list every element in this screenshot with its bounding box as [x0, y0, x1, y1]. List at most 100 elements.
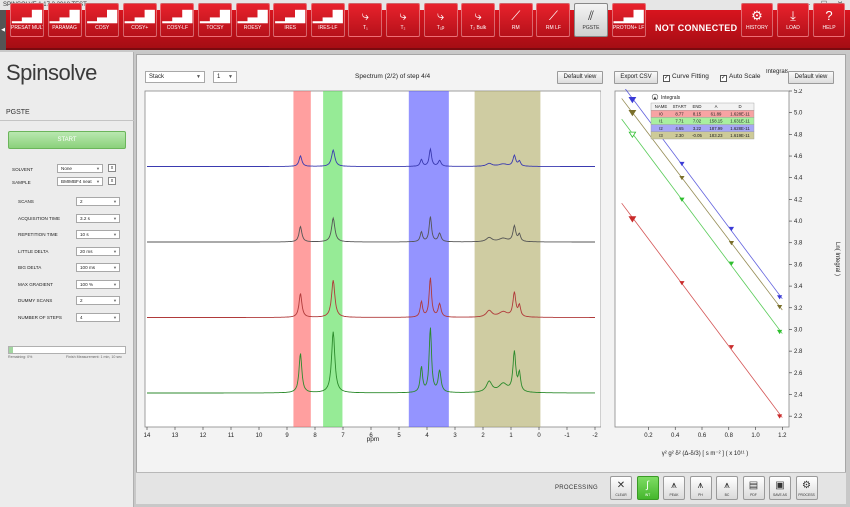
protocol-button-roesy[interactable]: ▁▃▇ ROESY: [235, 3, 270, 37]
param-select-acquisition-time[interactable]: 3.2 s ▼: [76, 213, 120, 223]
int-button[interactable]: ∫ INT: [636, 476, 659, 500]
default-view-button[interactable]: Default view: [557, 71, 603, 84]
solvent-value: None: [61, 166, 72, 171]
param-value: 4: [80, 314, 83, 320]
progress-remaining: Remaining: 0%: [8, 355, 33, 359]
view-mode-value: Stack: [149, 74, 165, 80]
protocol-button-pgste[interactable]: ⫽ PGSTE: [574, 3, 608, 37]
protocol-button-t[interactable]: ⤷ T₁ρ: [423, 3, 458, 37]
window-title: SPINSOLVE 1.17.3.2018 TEST: [3, 2, 87, 8]
protocol-button-proton-lf[interactable]: ▁▃▇ PROTON+ LF: [611, 3, 646, 37]
toolbar-button-label: HISTORY: [745, 25, 769, 31]
save-as-button[interactable]: ▣ SAVE AS: [769, 476, 791, 500]
protocol-button-cosy[interactable]: ▁▃▇ COSY: [85, 3, 120, 37]
fit-y-tick-label: 3.0: [794, 327, 803, 333]
solvent-clear-button[interactable]: x: [108, 164, 116, 172]
clear-button[interactable]: ✕ CLEAR: [610, 476, 632, 500]
collapse-icon[interactable]: [651, 93, 659, 101]
integrals-row[interactable]: [650, 131, 755, 140]
integral-region-green[interactable]: [323, 91, 343, 427]
protocol-button-label: ROESY: [243, 25, 262, 31]
integrals-header-end: END: [692, 104, 701, 109]
fit-default-view-button[interactable]: Default view: [788, 71, 834, 84]
integral-region-olive[interactable]: [474, 91, 541, 427]
protocol-button-label: RM: [511, 25, 520, 31]
phase-icon: ⩚: [697, 480, 704, 491]
export-csv-button[interactable]: Export CSV: [614, 71, 658, 84]
integral-region-red[interactable]: [293, 91, 311, 427]
peak-button[interactable]: ⩚ PEAK: [663, 476, 685, 500]
protocol-button-paramag[interactable]: ▁▃▇ PARAMAG: [47, 3, 82, 37]
param-select-scans[interactable]: 2 ▼: [76, 197, 120, 206]
fit-line-i1: [621, 118, 783, 334]
auto-scale-checkbox[interactable]: ✓ Auto Scale: [720, 73, 760, 82]
protocol-button-ires[interactable]: ▁▃▇ IRES: [273, 3, 308, 37]
param-label-acquisition-time: ACQUISITION TIME: [18, 215, 61, 221]
diffusion-fit-plot[interactable]: 2.2 2.4 2.6 2.8 3.0 3.2 3.4 3.6 3.8 4.0 4.2 4.4 4.6 4…: [609, 89, 845, 469]
protocol-button-t-bulk[interactable]: ⤷ T₂ Bulk: [461, 3, 496, 37]
load-button[interactable]: ⤓ LOAD: [777, 3, 809, 37]
param-select-number-of-steps[interactable]: 4 ▼: [76, 312, 120, 322]
protocol-button-cosy-lf[interactable]: ▁▃▇ COSY-LF: [160, 3, 195, 37]
solvent-select[interactable]: None ▼: [57, 164, 103, 173]
ppm-tick-label: -2: [592, 433, 598, 439]
protocol-button-ires-lf[interactable]: ▁▃▇ IRES-LF: [310, 3, 345, 37]
param-select-dummy-scans[interactable]: 2 ▼: [76, 296, 120, 305]
process-button[interactable]: ⚙ PROCESS: [795, 476, 818, 500]
method-name: PGSTE: [6, 109, 30, 116]
protocol-button-presat-multi[interactable]: ▁▃▇ PRESAT MULTI: [10, 3, 44, 37]
protocol-button-t[interactable]: ⤷ T₁: [348, 3, 383, 37]
ppm-tick-label: 14: [144, 433, 151, 439]
ph-button[interactable]: ⩚ PH: [689, 476, 712, 500]
integrals-cell-d: 1.631E-11: [730, 119, 750, 124]
integrals-table: ▲ Integrals NAME START END A D I0 8.77 8.15 61.89 1…: [650, 93, 755, 140]
integrals-cell-a: 61.89: [711, 111, 722, 116]
chevron-down-icon: ▼: [113, 281, 117, 287]
bc-button[interactable]: ⩚ BC: [716, 476, 738, 500]
curve-fitting-checkbox[interactable]: ✓ Curve Fitting: [663, 73, 709, 82]
view-mode-select[interactable]: Stack ▼: [145, 71, 205, 83]
collapse-tab[interactable]: ◀: [0, 10, 6, 50]
param-value: 100 ms: [80, 265, 96, 270]
fit-x-tick-label: 0.6: [698, 433, 707, 439]
fit-y-tick-label: 4.6: [794, 154, 803, 160]
help-button[interactable]: ? HELP: [813, 3, 845, 37]
peak-pick-icon: ⩚: [671, 480, 677, 491]
toolbar-button-label: HELP: [822, 25, 836, 31]
protocol-button-cosy[interactable]: ▁▃▇ COSY+: [122, 3, 157, 37]
integrals-cell-name: I0: [659, 111, 663, 116]
protocol-button-rm-lf[interactable]: ⟋ RM LF: [536, 3, 571, 37]
ppm-tick-label: 1: [509, 433, 513, 439]
step-select[interactable]: 1 ▼: [213, 71, 237, 83]
processing-button-label: PEAK: [669, 493, 679, 497]
solvent-label: SOLVENT: [12, 167, 34, 172]
ppm-tick-label: 5: [397, 433, 401, 439]
sample-clear-button[interactable]: x: [108, 177, 116, 185]
integrals-header-start: START: [673, 104, 687, 109]
protocol-button-tocsy[interactable]: ▁▃▇ TOCSY: [198, 3, 232, 37]
param-select-big-delta[interactable]: 100 ms ▼: [76, 263, 120, 272]
param-select-max-gradient[interactable]: 100 % ▼: [76, 279, 120, 289]
param-value: 2: [80, 298, 83, 303]
fit-point-i3: [728, 241, 735, 246]
spectrum-icon: ▁▃▇: [49, 8, 80, 23]
pdf-button[interactable]: ▤ PDF: [742, 476, 765, 500]
spectrum-title: Spectrum (2/2) of step 4/4: [355, 73, 431, 80]
protocol-button-label: PGSTE: [582, 25, 600, 31]
integrals-cell-name: I1: [659, 119, 663, 124]
param-select-repetition-time[interactable]: 10 s ▼: [76, 230, 120, 239]
protocol-button-rm[interactable]: ⟋ RM: [498, 3, 533, 37]
fit-x-axis-label: γ² g² δ² (Δ-δ/3) [ s m⁻² ] ( x 10¹¹ ): [662, 451, 749, 457]
integrals-cell-start: 8.77: [675, 111, 684, 116]
left-panel: Spinsolve PGSTE START SOLVENT None ▼ x SA…: [0, 52, 134, 507]
protocol-button-t[interactable]: ⤷ T₂: [386, 3, 420, 37]
param-select-little-delta[interactable]: 20 ms ▼: [76, 246, 120, 256]
integral-region-blue[interactable]: [408, 91, 449, 427]
history-button[interactable]: ⚙ HISTORY: [741, 3, 773, 37]
ppm-axis: 14 13 12 11 10 9 8 7 6 5 4 3 2 1 0 -1 -2: [144, 427, 598, 439]
start-button[interactable]: START: [8, 131, 126, 149]
spectrum-plot[interactable]: 14 13 12 11 10 9 8 7 6 5 4 3 2 1 0 -1 -2 ppm: [137, 89, 601, 445]
sample-value: BMIMBF4 neat: [61, 179, 92, 184]
sample-select[interactable]: BMIMBF4 neat ▼: [57, 177, 103, 186]
baseline-icon: ⩚: [724, 480, 730, 491]
